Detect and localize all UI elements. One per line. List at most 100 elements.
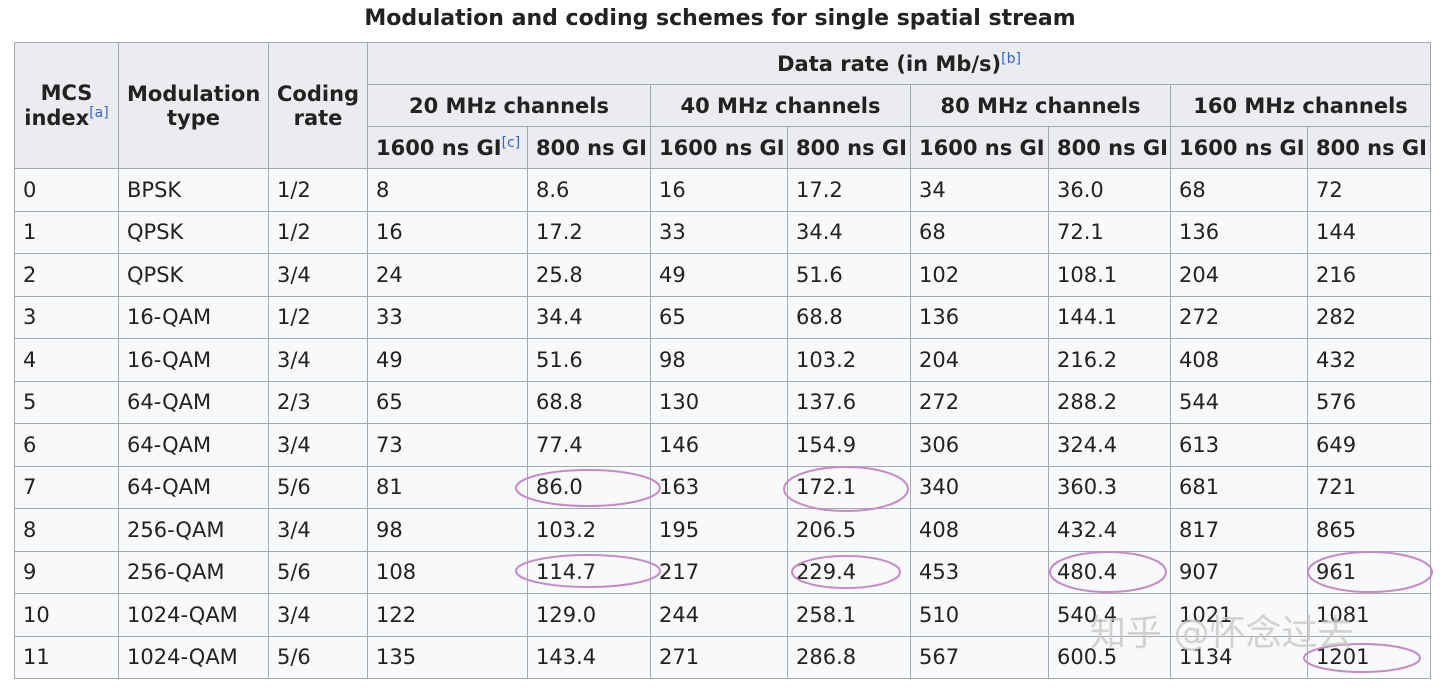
table-row: 8 256-QAM 3/4 98 103.2 195 206.5 408 432.4 817 865 <box>14 508 1432 552</box>
header-text: 1600 ns GI <box>376 136 502 160</box>
table-cell: 77.4 <box>527 423 651 467</box>
table-cell: 3/4 <box>268 253 368 297</box>
table-cell: 288.2 <box>1048 380 1171 424</box>
table-cell: 135 <box>367 635 528 679</box>
mcs-table: MCS index[a] Modulation type Coding rate Data … <box>14 42 1432 679</box>
table-cell: 613 <box>1170 423 1308 467</box>
table-cell: 961 <box>1306 550 1432 594</box>
table-cell: 8.6 <box>527 168 651 212</box>
header-text: rate <box>293 105 343 130</box>
table-cell: 544 <box>1170 380 1308 424</box>
header-text: 800 ns GI <box>796 135 907 160</box>
table-cell: 114.7 <box>527 550 651 594</box>
header-cell: 1600 ns GI[c] <box>367 126 528 169</box>
table-cell: 130 <box>650 380 788 424</box>
header-cell: 800 ns GI <box>1306 126 1432 169</box>
header-text: 800 ns GI <box>1316 135 1427 160</box>
table-cell: 8 <box>367 168 528 212</box>
table-cell: 1/2 <box>268 210 368 254</box>
footnote-ref: [b] <box>1001 51 1021 67</box>
table-cell: 2 <box>14 253 119 297</box>
table-cell: 540.4 <box>1048 593 1171 637</box>
table-row: 11 1024-QAM 5/6 135 143.4 271 286.8 567 600.5 113… <box>14 635 1432 679</box>
table-cell: 9 <box>14 550 119 594</box>
table-cell: 1134 <box>1170 635 1308 679</box>
table-cell: 122 <box>367 593 528 637</box>
header-cell: 20 MHz channels <box>367 84 651 127</box>
table-header: MCS index[a] Modulation type Coding rate Data … <box>14 42 1432 169</box>
table-cell: 136 <box>1170 210 1308 254</box>
table-cell: 256-QAM <box>118 550 269 594</box>
table-cell: 817 <box>1170 508 1308 552</box>
table-cell: 146 <box>650 423 788 467</box>
table-row: 5 64-QAM 2/3 65 68.8 130 137.6 272 288.2 544 576 <box>14 380 1432 424</box>
table-cell: 68.8 <box>787 295 911 339</box>
table-cell: 681 <box>1170 465 1308 509</box>
table-row: 6 64-QAM 3/4 73 77.4 146 154.9 306 324.4 613 649 <box>14 423 1432 467</box>
table-cell: 36.0 <box>1048 168 1171 212</box>
header-text: 1600 ns GI <box>1179 135 1305 160</box>
table-cell: 907 <box>1170 550 1308 594</box>
table-cell: 1 <box>14 210 119 254</box>
table-cell: 17.2 <box>527 210 651 254</box>
table-cell: BPSK <box>118 168 269 212</box>
table-row: 0 BPSK 1/2 8 8.6 16 17.2 34 36.0 68 72 <box>14 168 1432 212</box>
table-cell: 5 <box>14 380 119 424</box>
table-cell: 271 <box>650 635 788 679</box>
header-row: 1600 ns GI[c] 800 ns GI 1600 ns GI 800 ns G… <box>15 126 1432 169</box>
header-cell: 800 ns GI <box>787 126 911 169</box>
table-cell: 108 <box>367 550 528 594</box>
table-cell: 567 <box>910 635 1049 679</box>
table-body: 0 BPSK 1/2 8 8.6 16 17.2 34 36.0 68 72 1 QPSK 1/2 16 17… <box>14 168 1432 679</box>
table-cell: 256-QAM <box>118 508 269 552</box>
table-cell: QPSK <box>118 210 269 254</box>
table-cell: 98 <box>650 338 788 382</box>
table-cell: 217 <box>650 550 788 594</box>
table-cell: 16-QAM <box>118 338 269 382</box>
table-cell: 453 <box>910 550 1049 594</box>
header-row: MCS index[a] Modulation type Coding rate Data … <box>14 42 1432 169</box>
table-cell: 144.1 <box>1048 295 1171 339</box>
header-cell: 160 MHz channels <box>1169 84 1432 127</box>
table-cell: 865 <box>1306 508 1432 552</box>
watermark: 知乎 @怀念过去 <box>1090 613 1354 654</box>
table-row: 3 16-QAM 1/2 33 34.4 65 68.8 136 144.1 272 282 <box>14 295 1432 339</box>
header-row: 20 MHz channels 40 MHz channels 80 MHz cha… <box>15 84 1432 127</box>
table-row: 7 64-QAM 5/6 81 86.0 163 172.1 340 360.3 681 721 <box>14 465 1432 509</box>
table-cell: 98 <box>367 508 528 552</box>
table-cell: 2/3 <box>268 380 368 424</box>
header-text: 1600 ns GI <box>659 135 785 160</box>
table-cell: 103.2 <box>527 508 651 552</box>
table-cell: 649 <box>1306 423 1432 467</box>
header-cell: Coding rate <box>268 42 368 169</box>
table-row: 2 QPSK 3/4 24 25.8 49 51.6 102 108.1 204 216 <box>14 253 1432 297</box>
header-cell: 800 ns GI <box>527 126 651 169</box>
table-cell: 102 <box>910 253 1049 297</box>
table-cell: 5/6 <box>268 550 368 594</box>
footnote-ref: [a] <box>89 105 109 121</box>
table-cell: 72.1 <box>1048 210 1171 254</box>
table-cell: 408 <box>910 508 1049 552</box>
table-cell: 204 <box>1170 253 1308 297</box>
table-cell: 64-QAM <box>118 465 269 509</box>
header-cell: 1600 ns GI <box>650 126 788 169</box>
header-text: 800 ns GI <box>1057 135 1168 160</box>
table-cell: 25.8 <box>527 253 651 297</box>
header-cell: 1600 ns GI <box>1170 126 1308 169</box>
header-cell: 1600 ns GI <box>910 126 1049 169</box>
table-cell: 163 <box>650 465 788 509</box>
table-cell: 34 <box>910 168 1049 212</box>
table-cell: 1/2 <box>268 295 368 339</box>
header-text: Coding <box>277 81 360 106</box>
table-cell: 81 <box>367 465 528 509</box>
table-cell: 65 <box>650 295 788 339</box>
table-cell: 5/6 <box>268 465 368 509</box>
header-text: MCS <box>40 81 93 105</box>
table-cell: 68 <box>910 210 1049 254</box>
table-cell: 408 <box>1170 338 1308 382</box>
table-cell: 103.2 <box>787 338 911 382</box>
table-cell: 244 <box>650 593 788 637</box>
table-cell: 1024-QAM <box>118 593 269 637</box>
table-cell: 1/2 <box>268 168 368 212</box>
